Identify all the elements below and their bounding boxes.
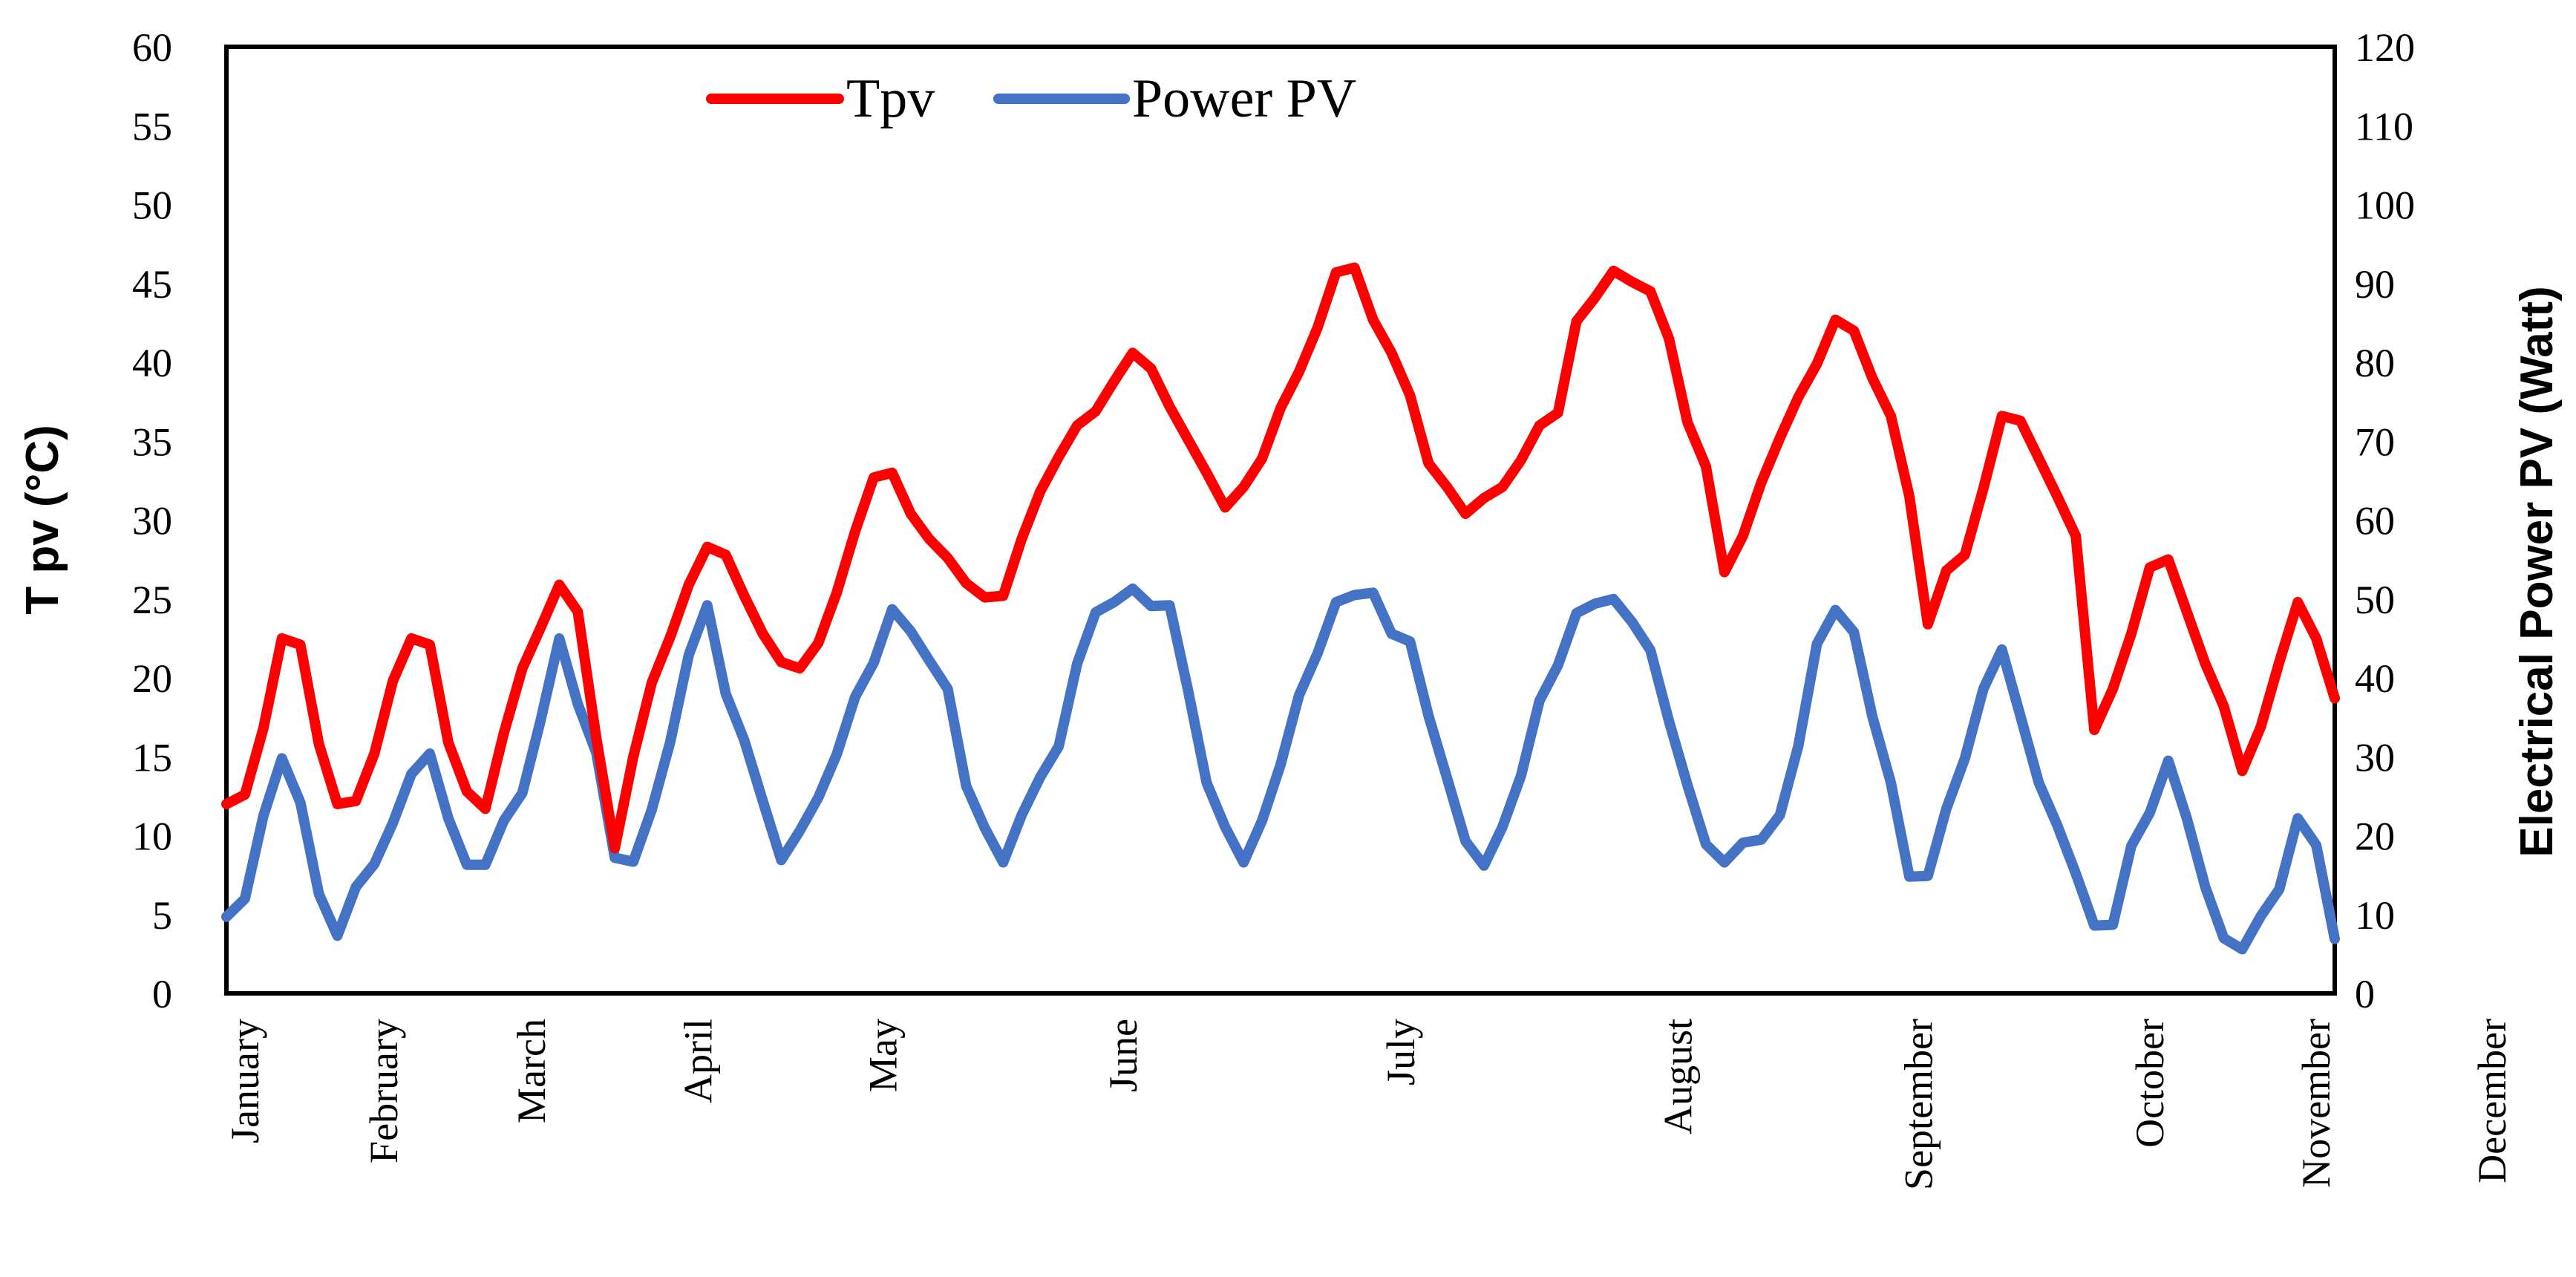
series-line-power-pv [221, 583, 2340, 955]
left-tick-label: 30 [132, 499, 172, 543]
right-tick-label: 40 [2355, 656, 2395, 701]
legend: Tpv Power PV [706, 68, 1356, 129]
series-line-tpv [221, 262, 2340, 854]
legend-label-power: Power PV [1132, 68, 1356, 129]
month-label: October [2128, 1019, 2172, 1148]
right-tick-label: 80 [2355, 341, 2395, 385]
right-tick-label: 110 [2355, 104, 2413, 148]
right-tick-label: 70 [2355, 419, 2395, 464]
right-tick-label: 20 [2355, 814, 2395, 859]
series-layer [221, 262, 2340, 955]
left-axis-title: T pv (°C) [17, 425, 68, 615]
left-tick-label: 40 [132, 341, 172, 385]
left-tick-label: 45 [132, 262, 172, 307]
left-tick-label: 20 [132, 656, 172, 701]
left-tick-label: 35 [132, 419, 172, 464]
left-tick-label: 55 [132, 104, 172, 148]
right-axis-ticks: 0 10 20 30 40 50 60 70 80 90 100 110 120 [2355, 25, 2415, 1016]
left-axis-ticks: 0 5 10 15 20 25 30 35 40 45 50 55 60 [132, 25, 172, 1016]
left-tick-label: 25 [132, 578, 172, 622]
x-axis-month-labels: January February March April May June July Augu… [223, 1019, 2514, 1190]
month-label: September [1896, 1019, 1941, 1190]
month-label: December [2470, 1019, 2514, 1183]
left-tick-label: 60 [132, 25, 172, 70]
right-axis-title: Electrical Power PV (Watt) [2511, 286, 2563, 857]
month-label: April [676, 1019, 720, 1103]
right-tick-label: 120 [2355, 25, 2415, 70]
left-tick-label: 50 [132, 183, 172, 228]
left-tick-label: 0 [152, 972, 172, 1016]
plot-frame [224, 45, 2337, 996]
right-tick-label: 100 [2355, 183, 2415, 228]
right-tick-label: 30 [2355, 735, 2395, 780]
month-label: November [2294, 1019, 2338, 1188]
legend-label-tpv: Tpv [846, 68, 935, 129]
left-tick-label: 5 [152, 893, 172, 938]
month-label: July [1379, 1019, 1423, 1085]
right-tick-label: 10 [2355, 893, 2395, 938]
month-label: January [223, 1019, 267, 1143]
right-tick-label: 50 [2355, 578, 2395, 622]
month-label: May [860, 1019, 905, 1092]
month-label: June [1101, 1019, 1145, 1092]
right-tick-label: 90 [2355, 262, 2395, 307]
left-tick-label: 15 [132, 735, 172, 780]
month-label: February [362, 1019, 406, 1163]
left-tick-label: 10 [132, 814, 172, 859]
right-tick-label: 0 [2355, 972, 2375, 1016]
right-tick-label: 60 [2355, 499, 2395, 543]
month-label: March [509, 1019, 554, 1123]
month-label: August [1656, 1019, 1701, 1134]
